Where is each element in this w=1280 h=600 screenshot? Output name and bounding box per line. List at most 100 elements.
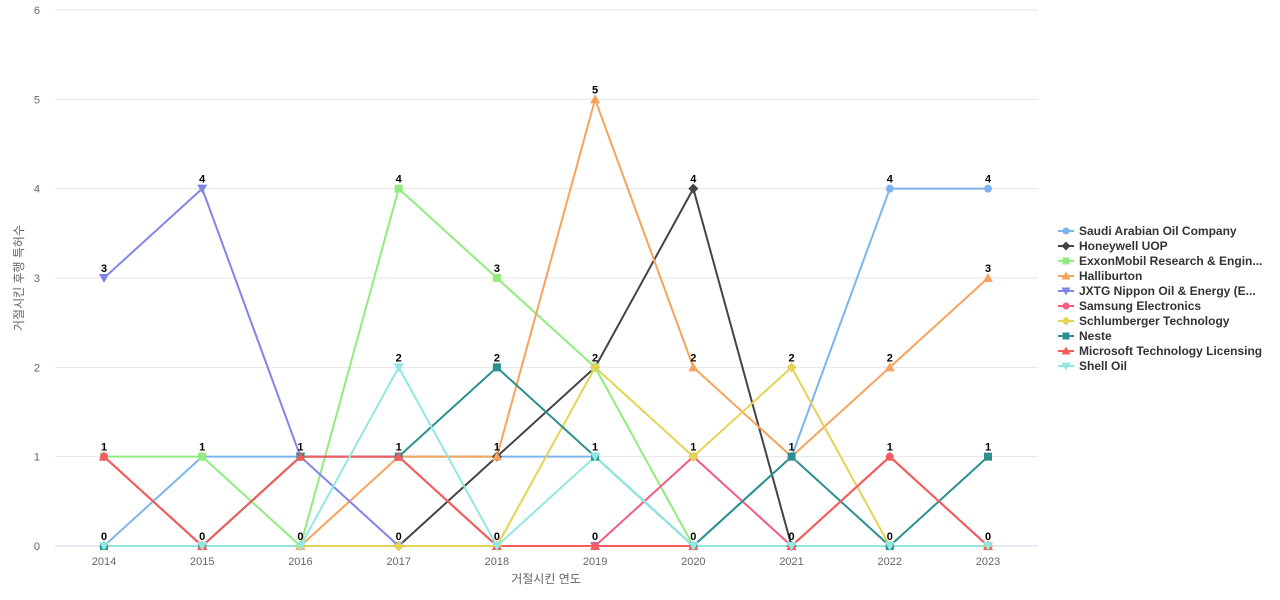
data-label: 1 bbox=[297, 442, 303, 454]
legend-label: Schlumberger Technology bbox=[1079, 314, 1230, 328]
legend-item[interactable]: Neste bbox=[1058, 329, 1112, 343]
series-point-0-8[interactable] bbox=[885, 184, 894, 193]
legend-label: ExxonMobil Research & Engin... bbox=[1079, 254, 1262, 268]
series-point-3-5[interactable] bbox=[590, 94, 601, 104]
series-point-7-9[interactable] bbox=[984, 452, 992, 461]
series-point-8-8[interactable] bbox=[884, 451, 895, 461]
x-axis-ticks: 2014 2015 2016 2017 2018 2019 2020 2021 2022 2023 bbox=[92, 556, 1000, 568]
data-label: 2 bbox=[396, 352, 402, 364]
y-tick-label: 4 bbox=[34, 184, 40, 196]
legend-item[interactable]: Schlumberger Technology bbox=[1058, 314, 1230, 328]
data-label: 5 bbox=[592, 84, 598, 96]
data-label: 1 bbox=[396, 442, 402, 454]
data-label: 1 bbox=[985, 442, 991, 454]
x-tick-label: 2014 bbox=[92, 556, 116, 568]
series-point-2-4[interactable] bbox=[492, 274, 501, 282]
series-point-6-3[interactable] bbox=[393, 541, 404, 551]
legend-item[interactable]: Shell Oil bbox=[1058, 359, 1127, 373]
legend-item[interactable]: ExxonMobil Research & Engin... bbox=[1058, 254, 1262, 268]
data-label: 1 bbox=[199, 442, 205, 454]
y-tick-label: 5 bbox=[34, 94, 40, 106]
legend-marker bbox=[1062, 257, 1070, 265]
legend-label: Halliburton bbox=[1079, 269, 1142, 283]
data-label: 2 bbox=[887, 352, 893, 364]
y-tick-label: 0 bbox=[34, 541, 40, 553]
series-point-3-8[interactable] bbox=[884, 362, 895, 372]
series-point-9-9[interactable] bbox=[983, 542, 993, 551]
data-label: 2 bbox=[690, 352, 696, 364]
series-point-7-7[interactable] bbox=[787, 452, 796, 461]
x-tick-label: 2020 bbox=[681, 556, 705, 568]
series-point-9-2[interactable] bbox=[295, 542, 306, 551]
series-point-6-5[interactable] bbox=[590, 362, 601, 373]
data-label: 0 bbox=[985, 531, 991, 543]
x-tick-label: 2021 bbox=[779, 556, 803, 568]
x-tick-label: 2015 bbox=[190, 556, 214, 568]
x-tick-label: 2022 bbox=[878, 556, 902, 568]
legend-marker bbox=[1062, 227, 1070, 235]
series-point-7-4[interactable] bbox=[492, 363, 501, 372]
legend-label: Shell Oil bbox=[1079, 359, 1127, 373]
series-point-9-5[interactable] bbox=[590, 452, 601, 462]
data-label: 1 bbox=[494, 442, 500, 454]
y-axis-ticks: 0 1 2 3 4 5 6 bbox=[34, 5, 40, 553]
series-point-8-5[interactable] bbox=[590, 541, 601, 550]
data-label: 3 bbox=[101, 263, 107, 275]
series-point-9-8[interactable] bbox=[884, 542, 895, 551]
series-point-9-4[interactable] bbox=[491, 542, 502, 551]
series-markers bbox=[99, 94, 993, 551]
x-tick-label: 2023 bbox=[976, 556, 1000, 568]
series-point-4-1[interactable] bbox=[197, 184, 208, 194]
series-point-2-3[interactable] bbox=[394, 184, 403, 193]
x-tick-label: 2018 bbox=[485, 556, 509, 568]
data-label: 0 bbox=[887, 531, 893, 543]
legend-item[interactable]: Halliburton bbox=[1058, 269, 1142, 283]
series-point-6-7[interactable] bbox=[786, 362, 797, 373]
series-point-9-3[interactable] bbox=[393, 363, 404, 373]
data-label: 1 bbox=[887, 442, 893, 454]
series-point-3-4[interactable] bbox=[491, 451, 502, 461]
legend-item[interactable]: Honeywell UOP bbox=[1058, 239, 1168, 253]
series-point-2-1[interactable] bbox=[198, 452, 207, 461]
legend-label: Neste bbox=[1079, 329, 1112, 343]
data-label: 4 bbox=[985, 174, 992, 186]
x-tick-label: 2016 bbox=[288, 556, 312, 568]
data-label: 2 bbox=[592, 352, 598, 364]
series-point-9-0[interactable] bbox=[99, 542, 109, 551]
data-label: 0 bbox=[690, 531, 696, 543]
y-axis-title: 거절시킨 후행 특허수 bbox=[11, 225, 26, 331]
series-point-1-6[interactable] bbox=[688, 183, 699, 194]
legend-item[interactable]: Samsung Electronics bbox=[1058, 299, 1201, 313]
legend-label: Honeywell UOP bbox=[1079, 239, 1168, 253]
data-label: 0 bbox=[592, 531, 598, 543]
series-point-9-6[interactable] bbox=[688, 542, 699, 551]
legend-item[interactable]: Microsoft Technology Licensing bbox=[1058, 344, 1262, 358]
data-label: 2 bbox=[788, 352, 794, 364]
legend-marker bbox=[1061, 316, 1071, 326]
series-point-9-7[interactable] bbox=[786, 542, 797, 551]
series-point-6-6[interactable] bbox=[688, 451, 699, 462]
series-point-0-9[interactable] bbox=[984, 184, 992, 193]
legend-item[interactable]: Saudi Arabian Oil Company bbox=[1058, 224, 1237, 238]
series-point-4-0[interactable] bbox=[99, 274, 109, 283]
legend-item[interactable]: JXTG Nippon Oil & Energy (E... bbox=[1058, 284, 1256, 298]
series-point-8-3[interactable] bbox=[393, 451, 404, 461]
series-point-3-6[interactable] bbox=[688, 362, 699, 372]
data-label: 4 bbox=[199, 174, 206, 186]
data-label: 2 bbox=[494, 352, 500, 364]
data-label: 1 bbox=[690, 442, 696, 454]
data-label: 4 bbox=[690, 174, 697, 186]
series-point-8-2[interactable] bbox=[295, 451, 306, 461]
series-point-3-9[interactable] bbox=[983, 273, 993, 282]
series-point-8-0[interactable] bbox=[99, 451, 109, 461]
series-lines bbox=[103, 98, 989, 547]
y-tick-label: 2 bbox=[34, 362, 40, 374]
y-tick-label: 6 bbox=[34, 5, 40, 17]
data-label: 3 bbox=[494, 263, 500, 275]
series-line-9[interactable] bbox=[104, 366, 988, 547]
series-point-9-1[interactable] bbox=[197, 542, 208, 551]
series-line-8[interactable] bbox=[103, 455, 989, 547]
data-label: 1 bbox=[788, 442, 794, 454]
